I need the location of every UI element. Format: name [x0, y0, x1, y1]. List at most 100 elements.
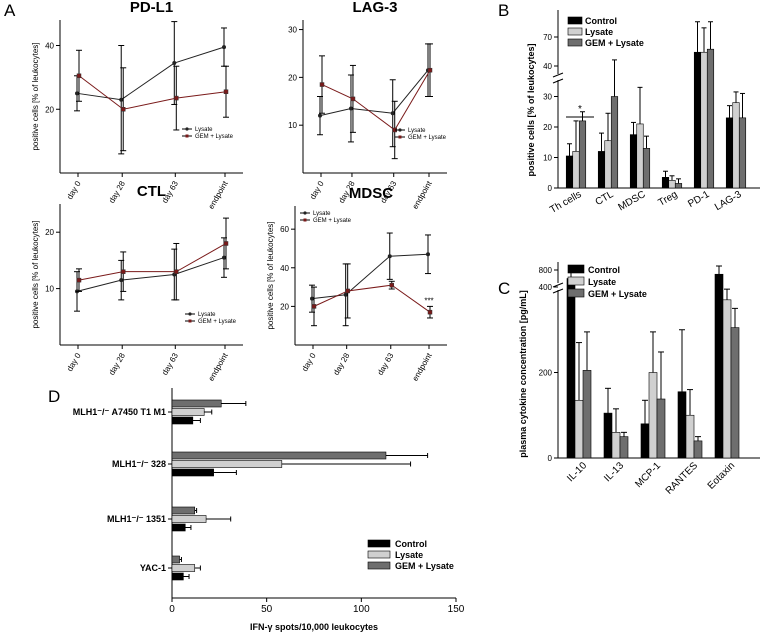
bar [693, 51, 702, 189]
y-tick-label: 20 [45, 228, 54, 237]
category-label: CTL [594, 189, 616, 208]
legend-label: GEM + Lysate [313, 218, 352, 224]
y-tick-label: 0 [548, 454, 553, 463]
chart-title: CTL [137, 183, 166, 200]
legend-swatch [567, 276, 585, 286]
chart-title: LAG-3 [353, 0, 398, 16]
chart-title: PD-L1 [130, 0, 173, 16]
category-label: LAG-3 [713, 189, 744, 213]
bar [640, 423, 650, 459]
x-tick-label: day 63 [376, 351, 396, 377]
y-tick-label: 400 [539, 283, 553, 292]
data-point [345, 288, 350, 294]
bar [714, 273, 724, 459]
data-point [222, 255, 226, 260]
panel-letter-b: B [498, 1, 509, 20]
bar [171, 523, 186, 532]
x-tick-label: endpoint [207, 179, 231, 211]
bar [722, 299, 732, 459]
x-tick-label: day 0 [65, 179, 83, 201]
bar [566, 278, 576, 459]
series-line-0 [319, 69, 429, 117]
y-tick-label: 10 [543, 154, 552, 163]
category-label: MLH1⁻/⁻ 328 [112, 459, 166, 469]
legend-swatch [367, 539, 391, 548]
legend-label: Lysate [195, 127, 213, 133]
x-tick-label: day 28 [107, 179, 127, 205]
bar [668, 180, 676, 189]
legend-label: Control [585, 16, 617, 26]
data-point [76, 277, 82, 283]
legend-swatch [567, 16, 583, 25]
data-point [348, 106, 353, 111]
bar [700, 51, 708, 189]
axis-break-mark [552, 282, 564, 294]
y-axis-label: positive cells [% of leukocytes] [266, 221, 275, 329]
panel-letter-c: C [498, 279, 510, 298]
bar [693, 440, 703, 459]
x-tick-label: endpoint [411, 179, 435, 211]
x-tick-label: day 28 [332, 351, 352, 377]
data-point [223, 241, 229, 246]
x-axis-label: IFN-γ spots/10,000 leukocytes [250, 622, 378, 632]
data-point [311, 304, 317, 309]
series-line-0 [311, 253, 429, 300]
x-tick-label: 150 [448, 604, 465, 615]
data-point [427, 67, 433, 73]
y-tick-label: 10 [45, 285, 54, 294]
data-point [174, 269, 179, 274]
bar [597, 151, 606, 189]
x-tick-label: endpoint [207, 351, 231, 383]
data-point [319, 82, 325, 87]
bar [578, 120, 587, 189]
legend-label: GEM + Lysate [588, 289, 647, 299]
bar [171, 555, 180, 564]
bar [661, 177, 670, 189]
legend-label: Lysate [198, 312, 216, 318]
bar [674, 183, 683, 189]
legend-swatch [567, 264, 585, 274]
legend-label: GEM + Lysate [195, 134, 234, 140]
data-point [223, 89, 229, 94]
data-point [174, 95, 179, 101]
bar [171, 399, 222, 408]
x-tick-label: 50 [261, 604, 273, 615]
data-point [343, 292, 348, 297]
y-tick-label: 800 [539, 266, 553, 275]
data-point [310, 296, 314, 301]
bar [738, 117, 747, 189]
x-tick-label: day 63 [160, 351, 180, 377]
y-tick-label: 20 [288, 73, 297, 82]
data-point [222, 45, 226, 50]
x-tick-label: day 28 [107, 351, 127, 377]
legend-marker [303, 218, 307, 222]
y-axis-label: plasma cytokine concentration [pg/mL] [518, 290, 528, 458]
y-tick-label: 20 [280, 302, 289, 311]
legend-label: GEM + Lysate [395, 561, 454, 571]
y-tick-label: 200 [539, 369, 553, 378]
bar [706, 48, 715, 189]
legend-marker [188, 319, 192, 323]
category-label: Treg [657, 189, 680, 209]
data-point [390, 111, 395, 116]
legend-swatch [567, 38, 583, 47]
y-tick-label: 40 [280, 264, 289, 273]
x-tick-label: day 0 [308, 179, 326, 201]
bar [603, 412, 613, 459]
data-point [426, 252, 430, 257]
data-point [172, 61, 177, 66]
legend-marker [398, 135, 402, 139]
legend-marker [185, 134, 189, 138]
bar [619, 436, 629, 459]
series-line-1 [78, 243, 227, 281]
data-point [318, 113, 322, 118]
y-tick-label: 40 [45, 42, 54, 51]
category-label: IL-13 [602, 460, 626, 484]
legend-marker [398, 128, 402, 132]
bar [636, 123, 644, 189]
category-label: MCP-1 [633, 460, 663, 490]
data-point [389, 282, 395, 288]
x-tick-label: 100 [353, 604, 370, 615]
bar [171, 515, 207, 523]
